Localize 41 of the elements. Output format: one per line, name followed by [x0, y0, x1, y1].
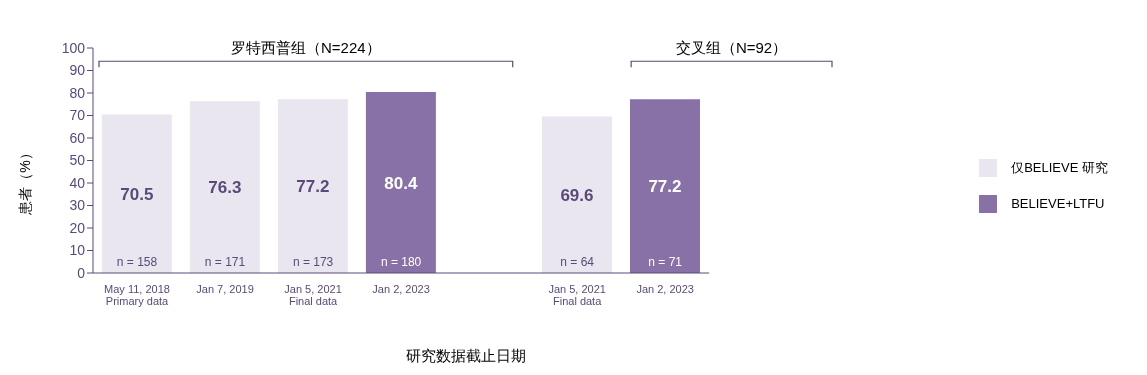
annotation: n = 71 — [648, 255, 683, 270]
y-tick-label: 100 — [61, 39, 86, 56]
data-label: 77.2 — [648, 177, 682, 197]
data-label: 80.4 — [384, 173, 418, 193]
annotation: 交叉组（N=92） — [675, 39, 788, 57]
y-tick-label: 0 — [77, 264, 86, 281]
y-tick-label: 60 — [69, 129, 86, 146]
x-tick-label: Jan 2, 2023 — [636, 283, 694, 295]
bar — [541, 116, 612, 273]
bar — [629, 99, 700, 273]
y-tick-label: 20 — [69, 219, 86, 236]
bar — [277, 99, 348, 273]
data-label: 70.5 — [120, 184, 154, 204]
data-label: 69.6 — [560, 185, 594, 205]
annotation: n = 171 — [204, 255, 246, 270]
annotation: n = 173 — [292, 255, 334, 270]
x-tick-label: May 11, 2018 Primary data — [104, 283, 170, 307]
y-tick-label: 50 — [69, 152, 86, 169]
x-axis-title: 研究数据截止日期 — [405, 347, 526, 364]
x-tick-label: Jan 5, 2021 Final data — [548, 283, 606, 307]
legend-label: BELIEVE+LTFU — [1011, 196, 1105, 211]
y-axis-title: 患者（%） — [17, 146, 33, 216]
y-tick-label: 70 — [69, 107, 86, 124]
y-tick-label: 40 — [69, 174, 86, 191]
annotation: n = 158 — [116, 255, 158, 270]
annotation: 罗特西普组（N=224） — [231, 39, 381, 57]
y-tick-label: 10 — [69, 242, 86, 259]
annotation: n = 64 — [560, 255, 595, 270]
data-label: 77.2 — [296, 177, 330, 197]
y-tick-label: 80 — [69, 84, 86, 101]
x-tick-label: Jan 7, 2019 — [196, 283, 254, 295]
bar — [365, 92, 436, 273]
bar — [189, 101, 260, 273]
bar — [101, 114, 172, 273]
legend-label: 仅BELIEVE 研究 — [1011, 158, 1108, 177]
annotation: n = 180 — [380, 255, 422, 270]
x-tick-label: Jan 5, 2021 Final data — [284, 283, 342, 307]
y-tick-label: 30 — [69, 197, 86, 214]
x-tick-label: Jan 2, 2023 — [372, 283, 430, 295]
data-label: 76.3 — [208, 178, 242, 198]
y-tick-label: 90 — [69, 62, 86, 79]
